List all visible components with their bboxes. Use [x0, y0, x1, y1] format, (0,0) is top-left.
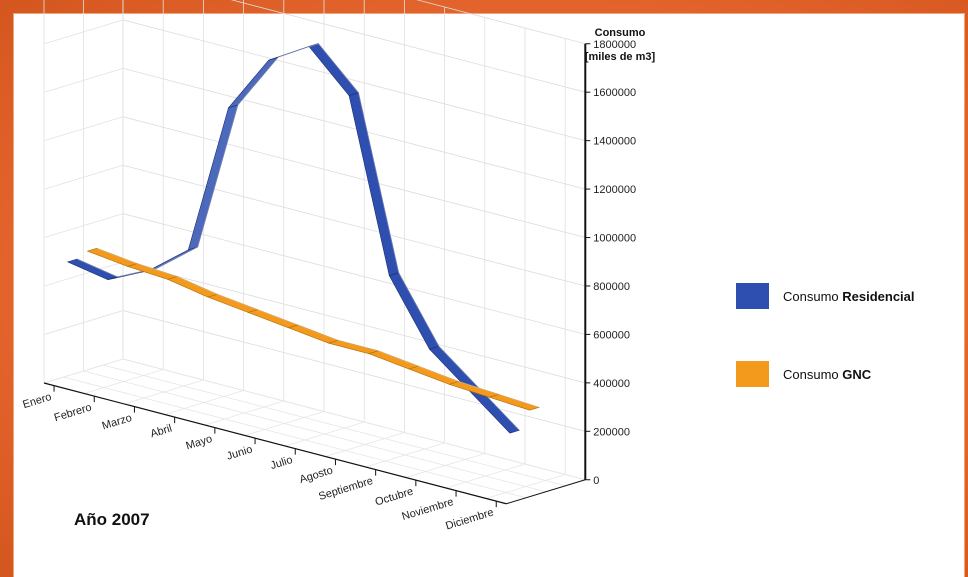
y-tick-label: 1000000 [593, 233, 636, 245]
y-tick-label: 1600000 [593, 87, 636, 99]
grid-line-floor-long [63, 376, 527, 499]
series-residencial-ribbon-segment [348, 92, 400, 277]
x-tick-label: Octubre [374, 486, 415, 509]
grid-line-back [122, 164, 586, 287]
grid-line-back [122, 116, 586, 238]
x-tick-label: Junio [225, 444, 254, 463]
x-tick-label: Enero [21, 391, 53, 411]
grid-line-back [122, 213, 586, 335]
series-gnc-ribbon-segment [207, 293, 259, 313]
grid-line-back [122, 19, 586, 142]
series-gnc-ribbon [86, 247, 541, 411]
series-gnc-ribbon-segment [367, 350, 420, 370]
y-tick-label: 0 [593, 475, 599, 487]
y-axis-title-line2: [miles de m3] [585, 51, 656, 63]
legend-swatch-gnc [736, 361, 769, 387]
y-tick-label: 1200000 [593, 184, 636, 196]
grid-line-back [230, 0, 586, 93]
series-gnc-ribbon-edge [96, 247, 540, 408]
x-tick-label: Mayo [184, 433, 213, 452]
y-tick-label: 800000 [593, 281, 630, 293]
series-residencial-ribbon-segment [308, 43, 360, 97]
grid-line-back [122, 67, 586, 190]
chart-panel [14, 14, 964, 577]
y-tick-label: 400000 [593, 378, 630, 390]
x-tick-label: Julio [269, 454, 294, 472]
series-gnc-ribbon-segment [126, 263, 179, 280]
grid-line-floor-long [83, 370, 546, 493]
series-residencial-ribbon-segment [187, 104, 239, 251]
legend-label-gnc: Consumo GNC [783, 366, 872, 382]
legend-label-residencial: Consumo Residencial [783, 288, 915, 304]
grid-line-back [122, 261, 586, 384]
series-gnc-ribbon-segment [86, 247, 139, 267]
y-axis-title-line1: Consumo [595, 27, 646, 39]
x-tick-label: Septiembre [317, 475, 374, 503]
x-axis-line [43, 382, 507, 505]
x-tick-label: Agosto [298, 465, 334, 486]
legend-item-residencial: Consumo Residencial [736, 283, 915, 309]
series-residencial-ribbon-segment [388, 272, 440, 350]
x-tick-label: Diciembre [444, 507, 495, 533]
grid-line-back [122, 310, 586, 432]
series-gnc-ribbon-segment [247, 309, 299, 329]
y-tick-label: 600000 [593, 329, 630, 341]
series-gnc-ribbon-segment [166, 276, 219, 298]
series-gnc-ribbon-segment [488, 394, 541, 411]
x-tick-label: Abril [149, 423, 174, 441]
series-residencial-ribbon [66, 42, 520, 434]
y-tick-label: 1800000 [593, 39, 636, 51]
legend-swatch-residencial [736, 283, 769, 309]
legend-item-gnc: Consumo GNC [736, 361, 871, 387]
y-tick-label: 1400000 [593, 136, 636, 148]
series-residencial-ribbon-segment [227, 56, 280, 109]
grid-line-back [416, 0, 586, 45]
x-tick-label: Febrero [53, 402, 93, 425]
year-label: Año 2007 [74, 510, 150, 529]
grid-line-floor-long [122, 358, 586, 481]
floor-right-edge [506, 479, 586, 505]
grid-line-floor-long [103, 364, 566, 487]
series-gnc-ribbon-segment [287, 324, 340, 344]
y-tick-label: 200000 [593, 426, 630, 438]
grid-layer [43, 0, 586, 505]
series-layer [66, 42, 541, 434]
x-tick-label: Marzo [101, 412, 134, 432]
series-gnc-ribbon-segment [327, 339, 380, 354]
x-tick-label: Noviembre [401, 496, 455, 523]
